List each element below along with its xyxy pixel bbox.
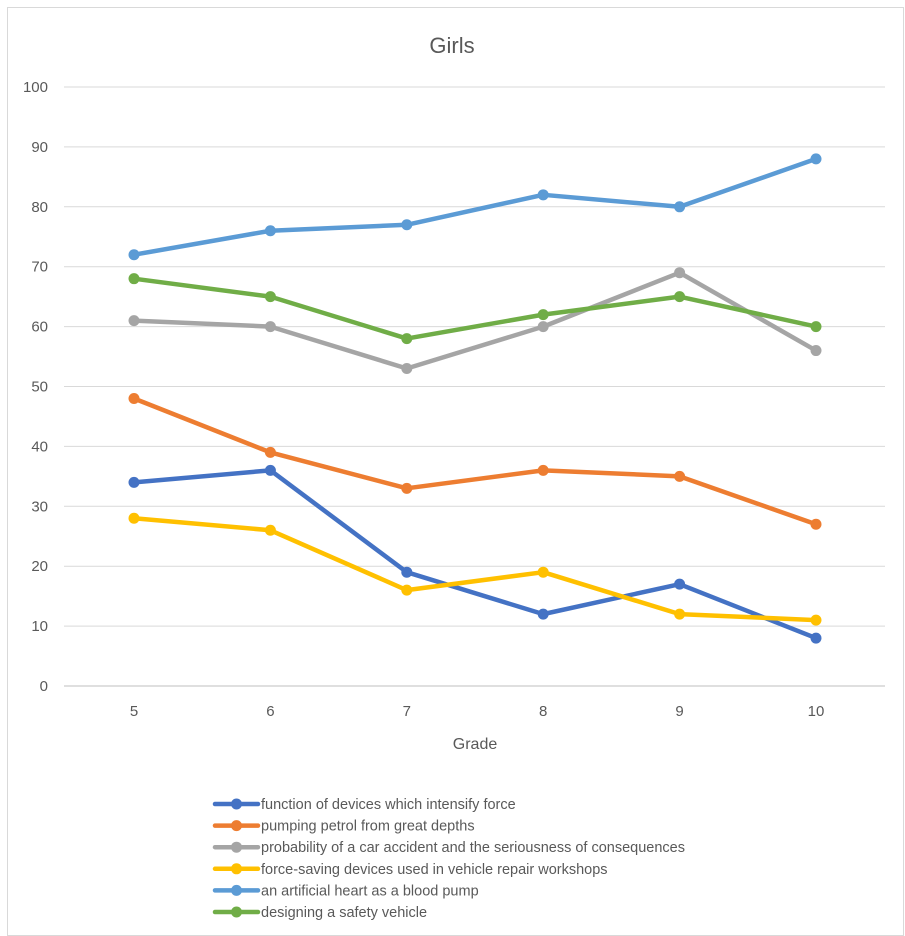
chart-title: Girls — [429, 33, 474, 58]
data-point — [810, 321, 822, 333]
data-point — [810, 614, 822, 626]
x-tick-label: 5 — [130, 703, 138, 720]
chart-frame — [7, 7, 904, 936]
legend: function of devices which intensify forc… — [212, 797, 685, 921]
series-line — [131, 468, 819, 641]
legend-marker — [231, 820, 242, 832]
legend-marker — [231, 863, 242, 875]
data-point — [537, 189, 549, 201]
legend-item: probability of a car accident and the se… — [212, 840, 685, 856]
legend-item: pumping petrol from great depths — [212, 819, 475, 835]
legend-label: force-saving devices used in vehicle rep… — [261, 862, 608, 878]
y-tick-label: 60 — [31, 319, 48, 336]
series-lines — [128, 153, 822, 644]
x-tick-label: 6 — [266, 703, 274, 720]
data-point — [401, 333, 413, 345]
x-axis-tick-labels: 5 6 7 8 9 10 — [130, 703, 825, 720]
y-tick-label: 50 — [31, 379, 48, 396]
legend-label: an artificial heart as a blood pump — [261, 883, 479, 899]
x-tick-label: 8 — [539, 703, 547, 720]
data-point — [264, 321, 276, 333]
series-line — [131, 396, 819, 527]
data-point — [537, 309, 549, 321]
series-line — [131, 270, 819, 371]
data-point — [128, 273, 140, 285]
data-point — [264, 225, 276, 237]
y-tick-label: 30 — [31, 498, 48, 515]
y-axis-tick-labels: 0 10 20 30 40 50 60 70 80 90 100 — [23, 79, 48, 695]
series-line — [131, 516, 819, 623]
y-tick-label: 80 — [31, 199, 48, 216]
data-point — [537, 608, 549, 620]
legend-marker — [231, 841, 242, 853]
data-point — [264, 446, 276, 458]
x-tick-label: 10 — [808, 703, 825, 720]
data-point — [810, 153, 822, 165]
series-line — [131, 276, 819, 341]
y-tick-label: 10 — [31, 618, 48, 635]
legend-label: designing a safety vehicle — [261, 905, 427, 921]
series-5 — [128, 153, 822, 261]
legend-item: designing a safety vehicle — [212, 905, 427, 921]
data-point — [264, 524, 276, 536]
x-tick-label: 7 — [403, 703, 411, 720]
legend-label: function of devices which intensify forc… — [261, 797, 516, 813]
data-point — [537, 566, 549, 578]
series-line — [131, 156, 819, 257]
y-tick-label: 70 — [31, 259, 48, 276]
legend-item: an artificial heart as a blood pump — [212, 883, 479, 899]
data-point — [128, 392, 140, 404]
data-point — [810, 518, 822, 530]
data-point — [264, 464, 276, 476]
data-point — [810, 345, 822, 357]
series-6 — [128, 273, 822, 345]
data-point — [674, 291, 686, 303]
data-point — [537, 464, 549, 476]
data-point — [401, 219, 413, 231]
y-tick-label: 40 — [31, 438, 48, 455]
data-point — [537, 321, 549, 333]
y-tick-label: 0 — [40, 678, 48, 695]
y-tick-label: 100 — [23, 79, 48, 96]
data-point — [128, 315, 140, 327]
y-tick-label: 20 — [31, 558, 48, 575]
legend-marker — [231, 798, 242, 810]
data-point — [401, 566, 413, 578]
series-2 — [128, 392, 822, 530]
data-point — [674, 578, 686, 590]
legend-marker — [231, 906, 242, 918]
legend-item: function of devices which intensify forc… — [212, 797, 516, 813]
legend-item: force-saving devices used in vehicle rep… — [212, 862, 608, 878]
data-point — [674, 470, 686, 482]
data-point — [810, 632, 822, 644]
legend-label: pumping petrol from great depths — [261, 819, 475, 835]
data-point — [128, 476, 140, 488]
data-point — [401, 482, 413, 494]
x-axis-title: Grade — [453, 736, 498, 753]
series-3 — [128, 267, 822, 375]
data-point — [674, 608, 686, 620]
data-point — [401, 584, 413, 596]
data-point — [401, 363, 413, 375]
data-point — [128, 249, 140, 261]
data-point — [674, 201, 686, 213]
legend-label: probability of a car accident and the se… — [261, 840, 685, 856]
gridlines — [64, 86, 885, 687]
series-1 — [128, 464, 822, 644]
data-point — [264, 291, 276, 303]
y-tick-label: 90 — [31, 139, 48, 156]
data-point — [674, 267, 686, 279]
data-point — [128, 512, 140, 524]
x-tick-label: 9 — [675, 703, 683, 720]
legend-marker — [231, 884, 242, 896]
series-4 — [128, 512, 822, 626]
